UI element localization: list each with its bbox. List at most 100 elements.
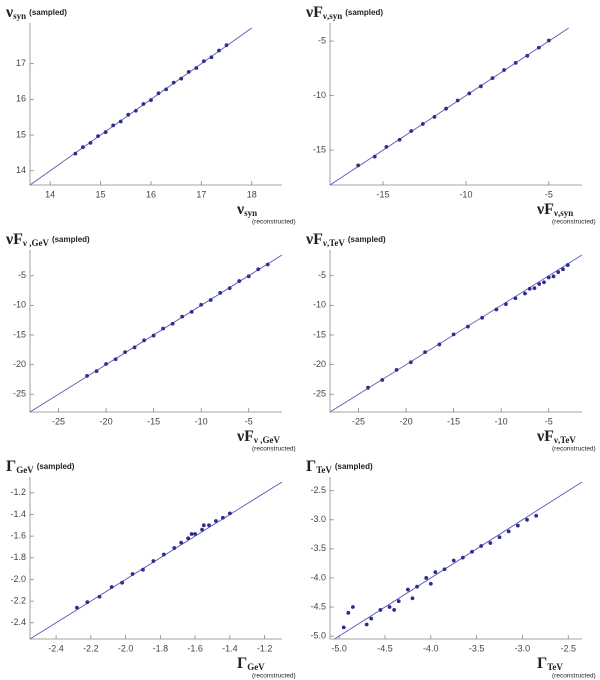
y-tick-label: -20 <box>13 359 26 369</box>
y-tick-label: -5 <box>318 35 326 45</box>
x-label-sub: GeV <box>247 662 265 672</box>
x-label-symbol: νF <box>236 428 254 445</box>
point <box>479 544 484 548</box>
x-tick-label: -5 <box>545 416 553 426</box>
x-label-symbol: ν <box>236 201 244 218</box>
y-label: νFν ,GeV (sampled) <box>5 231 90 248</box>
point <box>164 87 168 92</box>
y-tick-label: -15 <box>13 329 26 339</box>
point <box>113 357 118 362</box>
point <box>209 55 214 60</box>
point <box>432 114 437 119</box>
x-label: νFν,TeV <box>536 428 576 445</box>
point <box>460 555 465 560</box>
y-tick-label: -5 <box>318 270 326 280</box>
panel: -5.0 -4.5 -4.0 -3.5 -3.0 -2.5 -5.0 -4.5 -4.0 -3.5… <box>306 458 596 680</box>
x-label-symbol: νF <box>536 201 554 218</box>
point <box>161 326 166 331</box>
y-label-sub: TeV <box>316 465 332 475</box>
x-tick-label: -15 <box>377 189 390 199</box>
point <box>396 599 401 604</box>
y-label-sub: GeV <box>16 465 34 475</box>
point <box>556 270 561 275</box>
point <box>103 130 108 135</box>
x-tick-label: -10 <box>495 416 508 426</box>
y-tick-label: -5 <box>18 270 26 280</box>
point <box>141 567 145 572</box>
x-tick-label: -4.0 <box>423 643 439 653</box>
x-tick-label: -25 <box>352 416 365 426</box>
y-label-sub: syn <box>13 11 26 21</box>
point <box>141 102 146 106</box>
point <box>88 140 93 145</box>
x-tick-label: -25 <box>52 416 65 426</box>
y-label: ΓGeV (sampled) <box>6 458 75 475</box>
y-tick-label: -3.0 <box>310 514 326 524</box>
point <box>201 523 206 528</box>
point <box>341 625 346 630</box>
point <box>161 552 166 557</box>
y-tick-label: -2.2 <box>10 595 26 605</box>
x-tick-label: -20 <box>100 416 113 426</box>
point <box>527 286 532 291</box>
point <box>409 129 414 133</box>
x-tick-label: -5 <box>545 189 553 199</box>
point <box>130 572 135 576</box>
point <box>186 69 191 74</box>
point <box>132 345 137 350</box>
point <box>532 286 537 291</box>
point <box>551 274 556 279</box>
point <box>444 106 448 111</box>
y-tick-label: -5.0 <box>310 630 326 640</box>
point <box>490 76 495 81</box>
point <box>397 137 402 142</box>
point <box>356 163 361 168</box>
point <box>218 291 223 295</box>
y-tick-label: -1.8 <box>10 552 26 562</box>
x-tick-label: 15 <box>96 189 106 199</box>
point <box>467 91 472 96</box>
x-label-symbol: Γ <box>537 655 547 672</box>
y-tick-label: 15 <box>16 129 26 139</box>
point <box>224 43 229 48</box>
point <box>420 122 425 126</box>
x-label-sub: ν ,GeV <box>253 435 281 445</box>
point <box>378 608 383 612</box>
point <box>437 342 442 347</box>
point <box>227 511 232 516</box>
x-tick-label: -1.6 <box>187 643 203 653</box>
point <box>433 570 438 575</box>
x-label: νFν,syn <box>536 201 573 218</box>
point <box>513 60 518 65</box>
y-label: νFν,TeV (sampled) <box>305 231 386 248</box>
x-label-sub: syn <box>244 208 257 218</box>
y-label-note: (sampled) <box>52 235 90 244</box>
x-tick-label: -1.4 <box>222 643 238 653</box>
point <box>372 154 377 159</box>
reference-line <box>29 254 283 413</box>
x-label: ΓGeV <box>237 655 265 672</box>
x-tick-label: -3.5 <box>469 643 485 653</box>
point <box>546 38 551 43</box>
y-tick-label: -25 <box>313 389 326 399</box>
y-label-symbol: Γ <box>6 458 16 475</box>
point <box>380 378 385 382</box>
point <box>451 332 456 337</box>
x-label-note: (reconstructed) <box>552 446 596 453</box>
x-tick-label: -15 <box>447 416 460 426</box>
y-label-sub: ν ,GeV <box>22 238 50 248</box>
point <box>201 59 206 64</box>
point <box>497 535 502 540</box>
point <box>111 123 116 128</box>
point <box>189 309 194 314</box>
y-tick-label: -10 <box>13 300 26 310</box>
y-label-sub: ν,syn <box>322 11 342 21</box>
point <box>525 53 530 58</box>
x-tick-label: -3.0 <box>515 643 531 653</box>
point <box>513 296 518 301</box>
y-label-symbol: Γ <box>306 458 316 475</box>
point <box>123 350 127 355</box>
point <box>172 546 177 550</box>
x-tick-label: -2.0 <box>118 643 134 653</box>
point <box>428 581 433 586</box>
